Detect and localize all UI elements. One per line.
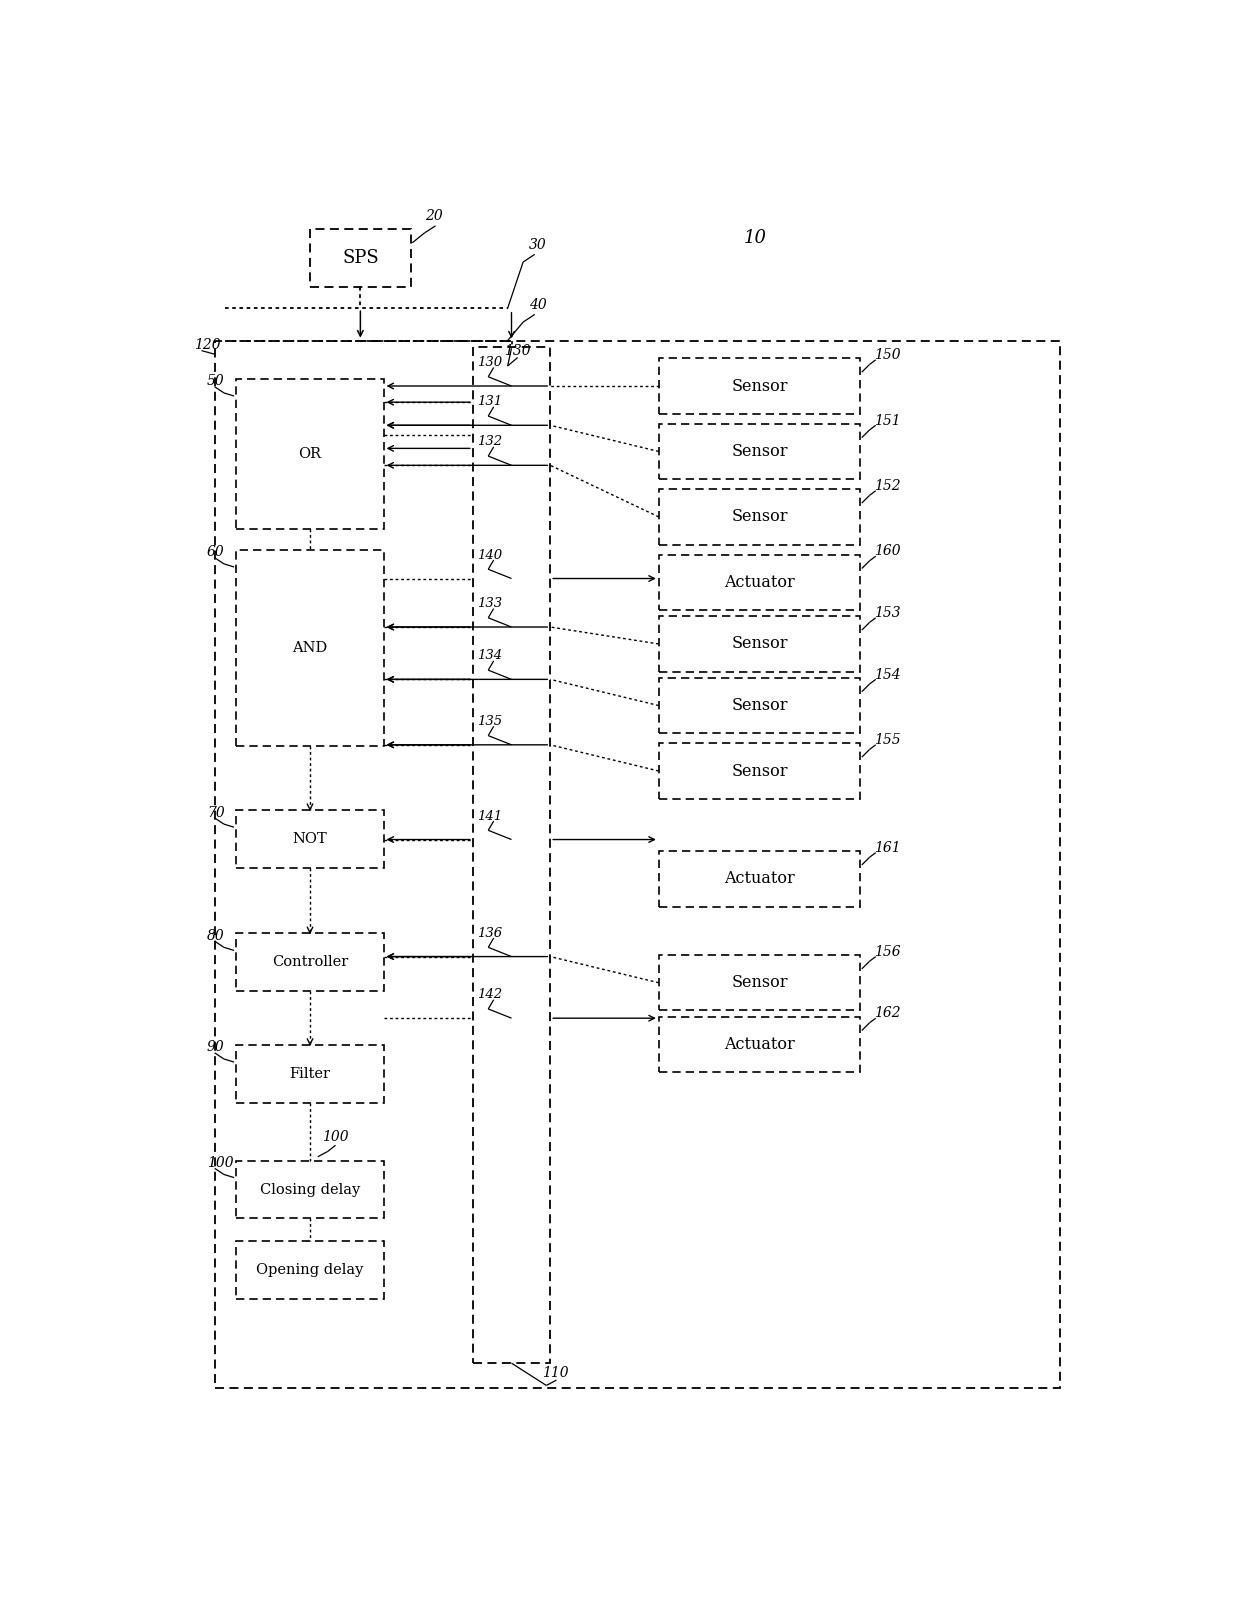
Text: SPS: SPS bbox=[342, 249, 378, 267]
Bar bbox=[310, 228, 410, 287]
Text: Sensor: Sensor bbox=[732, 377, 787, 395]
Text: 80: 80 bbox=[207, 929, 224, 942]
Bar bbox=[658, 489, 861, 544]
Text: 142: 142 bbox=[476, 988, 502, 1001]
Text: Sensor: Sensor bbox=[732, 975, 787, 991]
Bar bbox=[237, 1242, 383, 1298]
Bar bbox=[237, 1046, 383, 1103]
Bar bbox=[237, 810, 383, 868]
Text: 10: 10 bbox=[744, 228, 768, 246]
Text: 135: 135 bbox=[476, 716, 502, 729]
Bar bbox=[658, 955, 861, 1010]
Text: 100: 100 bbox=[207, 1156, 233, 1171]
Text: 131: 131 bbox=[476, 395, 502, 408]
Text: 70: 70 bbox=[207, 806, 224, 819]
Bar bbox=[658, 1017, 861, 1072]
Text: 20: 20 bbox=[424, 209, 443, 223]
Bar bbox=[658, 678, 861, 733]
Text: 162: 162 bbox=[874, 1007, 900, 1020]
Text: 136: 136 bbox=[476, 926, 502, 939]
Text: Filter: Filter bbox=[289, 1067, 331, 1081]
Text: 30: 30 bbox=[528, 238, 547, 253]
Text: Closing delay: Closing delay bbox=[260, 1182, 360, 1196]
Text: 154: 154 bbox=[874, 667, 900, 682]
Text: 150: 150 bbox=[874, 348, 900, 363]
Text: Opening delay: Opening delay bbox=[257, 1263, 363, 1277]
Text: 153: 153 bbox=[874, 606, 900, 620]
Text: Sensor: Sensor bbox=[732, 698, 787, 714]
Text: 160: 160 bbox=[874, 544, 900, 559]
Text: 156: 156 bbox=[874, 945, 900, 958]
Text: Sensor: Sensor bbox=[732, 508, 787, 526]
Text: 141: 141 bbox=[476, 810, 502, 822]
Text: 120: 120 bbox=[193, 338, 221, 351]
Text: 130: 130 bbox=[503, 345, 531, 358]
Bar bbox=[658, 424, 861, 479]
Text: AND: AND bbox=[293, 641, 327, 656]
Text: OR: OR bbox=[299, 447, 321, 461]
Text: 155: 155 bbox=[874, 733, 900, 746]
Text: 134: 134 bbox=[476, 649, 502, 662]
Bar bbox=[237, 550, 383, 746]
Text: Sensor: Sensor bbox=[732, 636, 787, 652]
Text: Sensor: Sensor bbox=[732, 444, 787, 460]
Text: 161: 161 bbox=[874, 840, 900, 855]
Text: 132: 132 bbox=[476, 436, 502, 448]
Bar bbox=[658, 852, 861, 907]
Bar bbox=[237, 379, 383, 529]
Text: Actuator: Actuator bbox=[724, 871, 795, 887]
Bar bbox=[237, 934, 383, 991]
Text: 152: 152 bbox=[874, 479, 900, 494]
Text: Controller: Controller bbox=[272, 955, 348, 970]
Bar bbox=[472, 346, 551, 1363]
Text: 60: 60 bbox=[207, 546, 224, 559]
Text: Sensor: Sensor bbox=[732, 763, 787, 779]
Text: 110: 110 bbox=[543, 1366, 569, 1379]
Text: 40: 40 bbox=[528, 298, 547, 312]
Text: Actuator: Actuator bbox=[724, 1036, 795, 1052]
Bar bbox=[237, 1161, 383, 1219]
Text: NOT: NOT bbox=[293, 832, 327, 847]
Text: 151: 151 bbox=[874, 413, 900, 427]
Bar bbox=[216, 340, 1060, 1387]
Text: 140: 140 bbox=[476, 549, 502, 562]
Text: 50: 50 bbox=[207, 374, 224, 389]
Bar bbox=[658, 617, 861, 672]
Text: 133: 133 bbox=[476, 597, 502, 610]
Text: 90: 90 bbox=[207, 1041, 224, 1054]
Text: Actuator: Actuator bbox=[724, 573, 795, 591]
Bar bbox=[658, 555, 861, 610]
Bar bbox=[658, 358, 861, 414]
Text: 130: 130 bbox=[476, 356, 502, 369]
Text: 100: 100 bbox=[321, 1130, 348, 1143]
Bar bbox=[658, 743, 861, 798]
